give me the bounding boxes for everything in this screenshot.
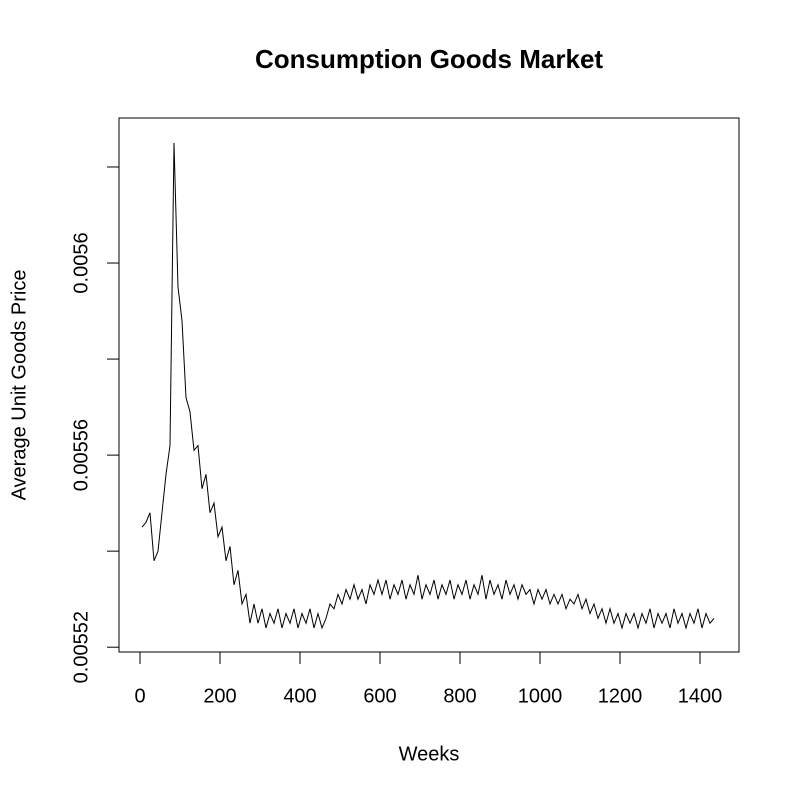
x-axis-label: Weeks [399, 743, 460, 765]
x-tick-label: 800 [443, 685, 476, 707]
plot-frame [118, 117, 740, 653]
y-axis-label: Average Unit Goods Price [8, 270, 30, 501]
x-tick-label: 0 [134, 685, 145, 707]
x-tick-label: 600 [363, 685, 396, 707]
y-tick-label: 0.00556 [70, 419, 92, 491]
y-tick-label: 0.0056 [70, 232, 92, 293]
x-tick-label: 400 [283, 685, 316, 707]
x-tick-label: 1400 [678, 685, 723, 707]
price-line [141, 142, 715, 630]
x-tick-label: 1200 [598, 685, 643, 707]
x-tick-label: 200 [203, 685, 236, 707]
x-tick-label: 1000 [518, 685, 563, 707]
y-tick-label: 0.00552 [70, 611, 92, 683]
chart-title: Consumption Goods Market [255, 44, 603, 74]
